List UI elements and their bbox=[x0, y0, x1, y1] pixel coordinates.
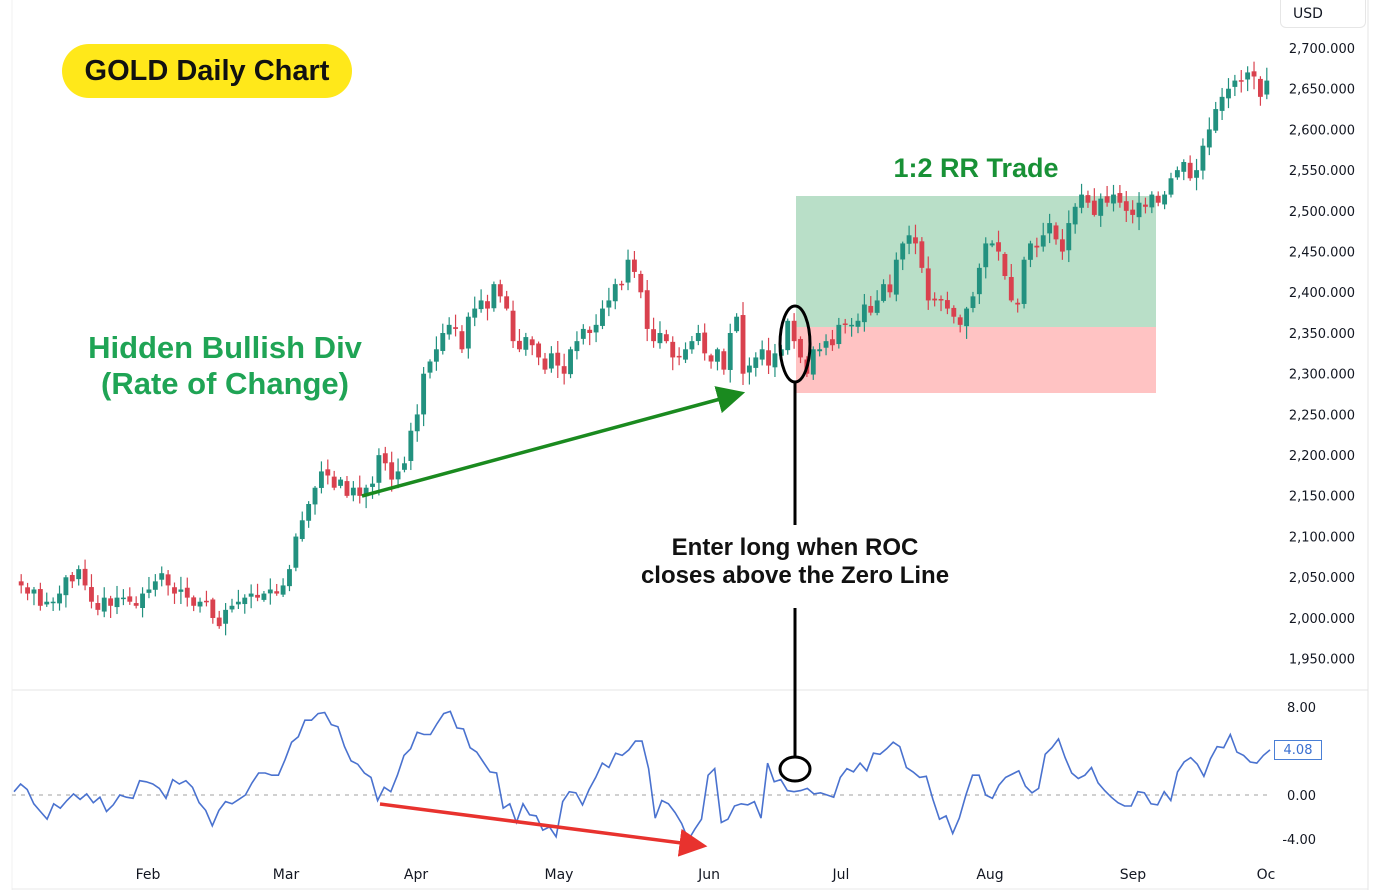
roc-divergence-arrow bbox=[379, 802, 708, 857]
roc-cross-circle bbox=[778, 755, 812, 783]
price-tick: 2,050.000 bbox=[1289, 571, 1355, 586]
loss-zone bbox=[796, 327, 1156, 393]
roc-line bbox=[13, 710, 1271, 842]
candlestick-series bbox=[18, 61, 1270, 636]
price-tick: 2,350.000 bbox=[1289, 327, 1355, 342]
month-tick: Sep bbox=[1120, 867, 1147, 883]
hidden-divergence-line1: Hidden Bullish Div bbox=[88, 330, 362, 365]
entry-rule-label: Enter long when ROC closes above the Zer… bbox=[630, 534, 960, 590]
price-tick: 2,500.000 bbox=[1289, 205, 1355, 220]
price-tick: 2,000.000 bbox=[1289, 612, 1355, 627]
month-tick: Apr bbox=[404, 867, 428, 883]
price-tick: 2,650.000 bbox=[1289, 83, 1355, 98]
month-tick: Jun bbox=[697, 867, 720, 883]
hidden-divergence-label: Hidden Bullish Div (Rate of Change) bbox=[70, 330, 380, 401]
roc-tick: 0.00 bbox=[1287, 789, 1316, 804]
price-axis: 2,700.000 2,650.000 2,600.000 2,550.000 2,50… bbox=[1289, 42, 1355, 668]
price-tick: 2,550.000 bbox=[1289, 164, 1355, 179]
month-tick: Jul bbox=[832, 867, 850, 883]
month-tick: Aug bbox=[976, 867, 1003, 883]
entry-rule-line2: closes above the Zero Line bbox=[640, 561, 950, 589]
price-tick: 2,400.000 bbox=[1289, 286, 1355, 301]
price-tick: 2,250.000 bbox=[1289, 408, 1355, 423]
profit-zone bbox=[796, 196, 1156, 327]
price-tick: 2,150.000 bbox=[1289, 490, 1355, 505]
price-tick: 2,300.000 bbox=[1289, 368, 1355, 383]
price-divergence-arrow bbox=[361, 386, 746, 498]
currency-label[interactable]: USD bbox=[1280, 0, 1366, 28]
price-tick: 2,700.000 bbox=[1289, 42, 1355, 57]
price-tick: 2,450.000 bbox=[1289, 246, 1355, 261]
hidden-divergence-line2: (Rate of Change) bbox=[101, 365, 349, 401]
entry-rule-line1: Enter long when ROC bbox=[671, 534, 919, 561]
price-tick: 2,600.000 bbox=[1289, 123, 1355, 138]
roc-tick: -4.00 bbox=[1282, 833, 1316, 848]
month-tick: Feb bbox=[136, 867, 161, 883]
time-axis: Feb Mar Apr May Jun Jul Aug Sep Oc bbox=[136, 867, 1276, 883]
roc-tick: 8.00 bbox=[1287, 701, 1316, 716]
chart-title: GOLD Daily Chart bbox=[62, 44, 352, 98]
roc-axis: 8.00 0.00 -4.00 bbox=[1282, 701, 1316, 848]
month-tick: Oc bbox=[1257, 867, 1276, 883]
roc-current-value-badge: 4.08 bbox=[1274, 740, 1322, 760]
price-tick: 2,100.000 bbox=[1289, 530, 1355, 545]
month-tick: Mar bbox=[273, 867, 300, 883]
month-tick: May bbox=[545, 867, 574, 883]
price-tick: 2,200.000 bbox=[1289, 449, 1355, 464]
price-tick: 1,950.000 bbox=[1289, 653, 1355, 668]
rr-trade-label: 1:2 RR Trade bbox=[893, 153, 1059, 183]
